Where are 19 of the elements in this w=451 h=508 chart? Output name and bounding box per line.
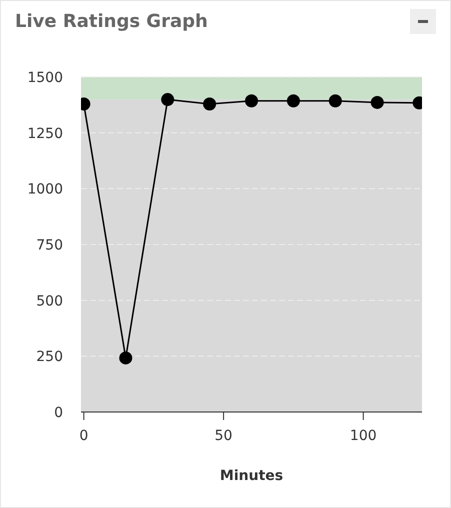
y-tick-label: 0 [54, 404, 63, 421]
x-tick-label: 0 [79, 428, 88, 444]
x-tick-label: 50 [214, 428, 232, 444]
point [245, 94, 258, 108]
y-tick-label: 1500 [27, 70, 63, 86]
x-axis-title: Minutes [220, 468, 284, 484]
point [119, 351, 132, 364]
y-tick-label: 500 [36, 293, 63, 310]
chart-title: Live Ratings Graph [15, 11, 208, 32]
y-tick-label: 750 [36, 237, 63, 254]
y-tick-label: 1250 [27, 126, 63, 142]
point [286, 94, 300, 108]
point [328, 94, 342, 108]
y-tick-label: 1000 [27, 182, 63, 198]
y-tick-label: 250 [36, 349, 63, 366]
x-tick-label: 100 [350, 428, 377, 444]
point [370, 96, 384, 109]
point [161, 93, 174, 106]
point [203, 98, 216, 111]
